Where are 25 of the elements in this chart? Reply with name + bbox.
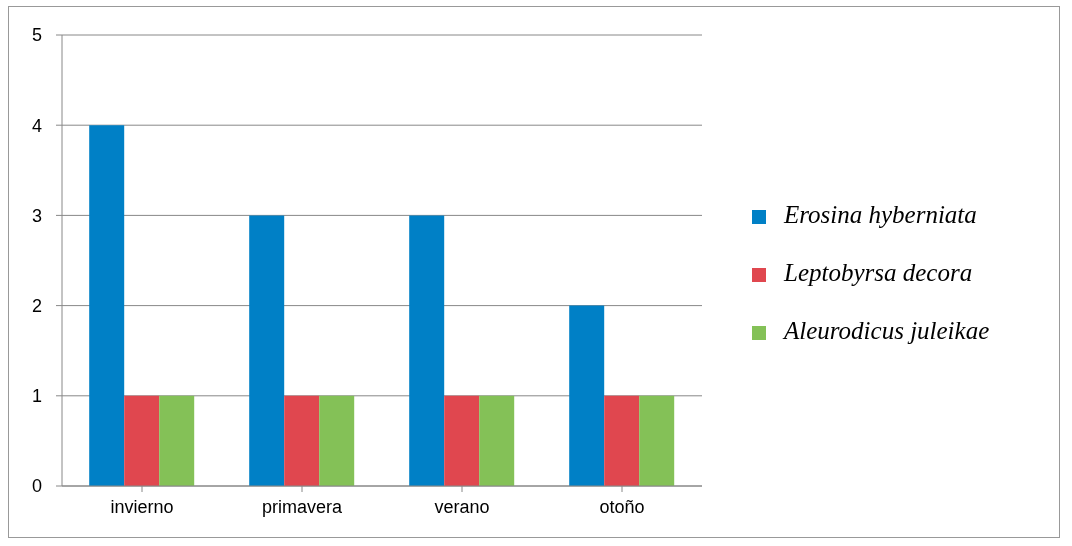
bar: [444, 395, 480, 486]
legend-label: Leptobyrsa decora: [784, 259, 973, 286]
bar: [479, 395, 515, 486]
bar: [639, 395, 675, 486]
legend-label: Aleurodicus juleikae: [784, 317, 990, 344]
y-tick-label: 2: [31, 295, 42, 316]
x-tick-label: verano: [434, 496, 490, 517]
bar: [409, 215, 445, 486]
x-tick-label: otoño: [599, 496, 645, 517]
x-tick-label: invierno: [110, 496, 174, 517]
x-tick-label: primavera: [261, 496, 343, 517]
y-tick-label: 1: [31, 386, 42, 407]
bar: [319, 395, 355, 486]
legend-label: Erosina hyberniata: [784, 201, 977, 228]
bar: [604, 395, 640, 486]
y-tick-label: 0: [31, 476, 42, 497]
bar: [284, 395, 320, 486]
bar: [159, 395, 195, 486]
y-tick-label: 5: [31, 25, 42, 46]
bar: [249, 215, 285, 486]
y-tick-label: 4: [31, 115, 42, 136]
bar: [124, 395, 160, 486]
y-tick-label: 3: [31, 205, 42, 226]
bar: [569, 305, 605, 486]
bar: [89, 125, 125, 486]
